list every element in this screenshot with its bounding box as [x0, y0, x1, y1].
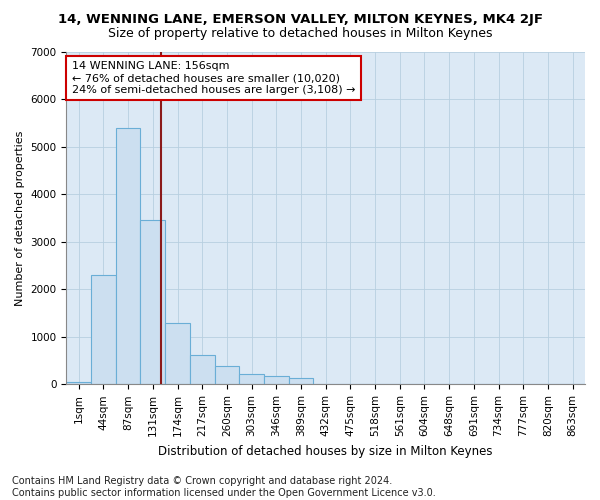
Bar: [91, 275, 116, 384]
Text: 14 WENNING LANE: 156sqm
← 76% of detached houses are smaller (10,020)
24% of sem: 14 WENNING LANE: 156sqm ← 76% of detache…: [71, 62, 355, 94]
Text: 14, WENNING LANE, EMERSON VALLEY, MILTON KEYNES, MK4 2JF: 14, WENNING LANE, EMERSON VALLEY, MILTON…: [58, 12, 542, 26]
Text: Contains HM Land Registry data © Crown copyright and database right 2024.
Contai: Contains HM Land Registry data © Crown c…: [12, 476, 436, 498]
X-axis label: Distribution of detached houses by size in Milton Keynes: Distribution of detached houses by size …: [158, 444, 493, 458]
Bar: [239, 374, 264, 384]
Bar: [165, 322, 190, 384]
Text: Size of property relative to detached houses in Milton Keynes: Size of property relative to detached ho…: [108, 28, 492, 40]
Bar: [140, 220, 165, 384]
Bar: [190, 355, 215, 384]
Y-axis label: Number of detached properties: Number of detached properties: [15, 130, 25, 306]
Bar: [264, 376, 289, 384]
Bar: [67, 382, 91, 384]
Bar: [289, 378, 313, 384]
Bar: [215, 366, 239, 384]
Bar: [116, 128, 140, 384]
